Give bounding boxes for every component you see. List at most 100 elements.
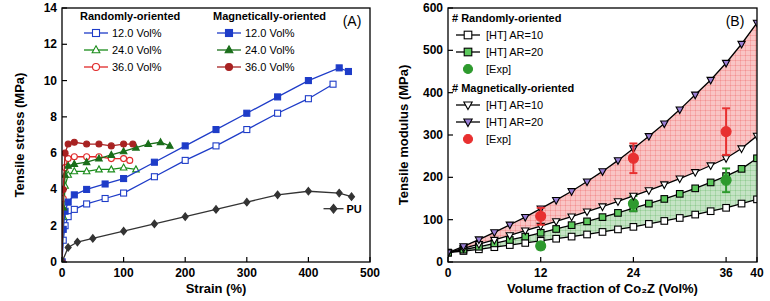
legend-marker: [92, 46, 100, 53]
data-point: [330, 81, 336, 87]
data-point: [120, 164, 127, 170]
x-tick: [308, 257, 309, 262]
y-tick-label: 0: [436, 255, 443, 269]
x-tick-label: 0: [445, 266, 452, 280]
legend-label: 36.0 Vol%: [112, 61, 162, 73]
data-point: [630, 193, 637, 200]
data-point: [738, 41, 745, 48]
data-point: [738, 146, 745, 153]
data-point: [522, 228, 529, 235]
data-point: [506, 233, 513, 240]
data-point: [151, 174, 157, 180]
legend-title: Randomly-oriented: [80, 10, 180, 22]
data-point: [614, 199, 621, 206]
data-point: [157, 139, 164, 145]
data-point: [646, 200, 653, 207]
legend-marker: [93, 64, 100, 71]
data-point: [568, 189, 575, 196]
data-point: [336, 189, 342, 197]
legend-label: 36.0 Vol%: [245, 61, 295, 73]
data-point: [305, 187, 311, 195]
legend-marker: [464, 31, 472, 39]
y-tick: [448, 134, 453, 135]
error-cap: [629, 142, 637, 144]
data-point: [96, 141, 102, 147]
x-tick-label: 500: [360, 266, 380, 280]
data-point: [275, 110, 281, 116]
x-tick-label: 36: [719, 266, 733, 280]
data-point: [599, 214, 606, 221]
y-tick-label: 0: [50, 255, 57, 269]
legend-title: # Magnetically-oriented: [452, 82, 574, 94]
data-point: [536, 241, 546, 251]
error-bar: [722, 168, 730, 192]
plot-area: [448, 20, 757, 256]
data-point: [96, 155, 103, 161]
data-point: [345, 69, 351, 75]
data-point: [645, 188, 652, 195]
data-point: [522, 240, 529, 247]
legend-label: [HT] AR=10: [486, 99, 543, 111]
data-point: [102, 196, 108, 202]
data-point: [305, 78, 311, 84]
data-point: [182, 143, 188, 149]
band: [448, 23, 757, 253]
plot-area: [62, 65, 355, 262]
data-point: [661, 121, 668, 128]
error-cap: [629, 210, 637, 212]
y-tick: [62, 80, 67, 81]
panel-title: (B): [726, 13, 745, 29]
data-point: [71, 206, 77, 212]
data-point: [62, 150, 68, 156]
y-tick-label: 12: [44, 37, 58, 51]
data-point: [645, 134, 652, 141]
y-tick-label: 14: [44, 1, 58, 15]
data-point: [108, 166, 115, 172]
legend-label: 12.0 Vol%: [112, 27, 162, 39]
series-line: [62, 157, 130, 262]
data-point: [599, 229, 606, 236]
data-point: [349, 193, 355, 201]
data-point: [723, 205, 730, 212]
data-point: [213, 127, 219, 133]
error-cap: [722, 167, 730, 169]
y-tick-label: 300: [423, 128, 443, 142]
data-point: [71, 154, 77, 160]
data-point: [491, 230, 498, 237]
x-tick: [246, 257, 247, 262]
plot-frame: [62, 8, 370, 262]
data-point: [661, 182, 668, 189]
data-point: [121, 176, 127, 182]
data-point: [676, 107, 683, 114]
data-point: [506, 222, 513, 229]
x-tick: [185, 257, 186, 262]
band: [448, 158, 757, 252]
series-line: [448, 199, 757, 252]
legend-label: [HT] AR=20: [486, 46, 543, 58]
data-point: [738, 200, 745, 207]
x-tick-label: 200: [175, 266, 195, 280]
data-point: [213, 206, 219, 214]
legend-marker: [464, 102, 472, 110]
legend-label: [Exp]: [486, 133, 511, 145]
x-axis-label: Strain (%): [186, 281, 247, 296]
data-point: [120, 148, 127, 154]
data-point: [84, 141, 90, 147]
x-axis-label: Volume fraction of Co₂Z (Vol%): [507, 281, 698, 296]
data-point: [145, 140, 152, 146]
y-tick-label: 2: [50, 219, 57, 233]
error-cap: [537, 224, 545, 226]
data-point: [584, 218, 591, 225]
x-tick: [725, 257, 726, 262]
y-tick-label: 600: [423, 1, 443, 15]
x-tick-label: 400: [298, 266, 318, 280]
series-line: [62, 142, 133, 262]
data-point: [583, 209, 590, 216]
data-point: [721, 175, 731, 185]
series-line: [62, 142, 170, 262]
y-axis-label: Tensile modulus (MPa): [396, 65, 411, 206]
legend-marker: [93, 30, 100, 37]
series-line: [62, 84, 333, 262]
data-point: [553, 226, 560, 233]
data-point: [615, 210, 622, 217]
